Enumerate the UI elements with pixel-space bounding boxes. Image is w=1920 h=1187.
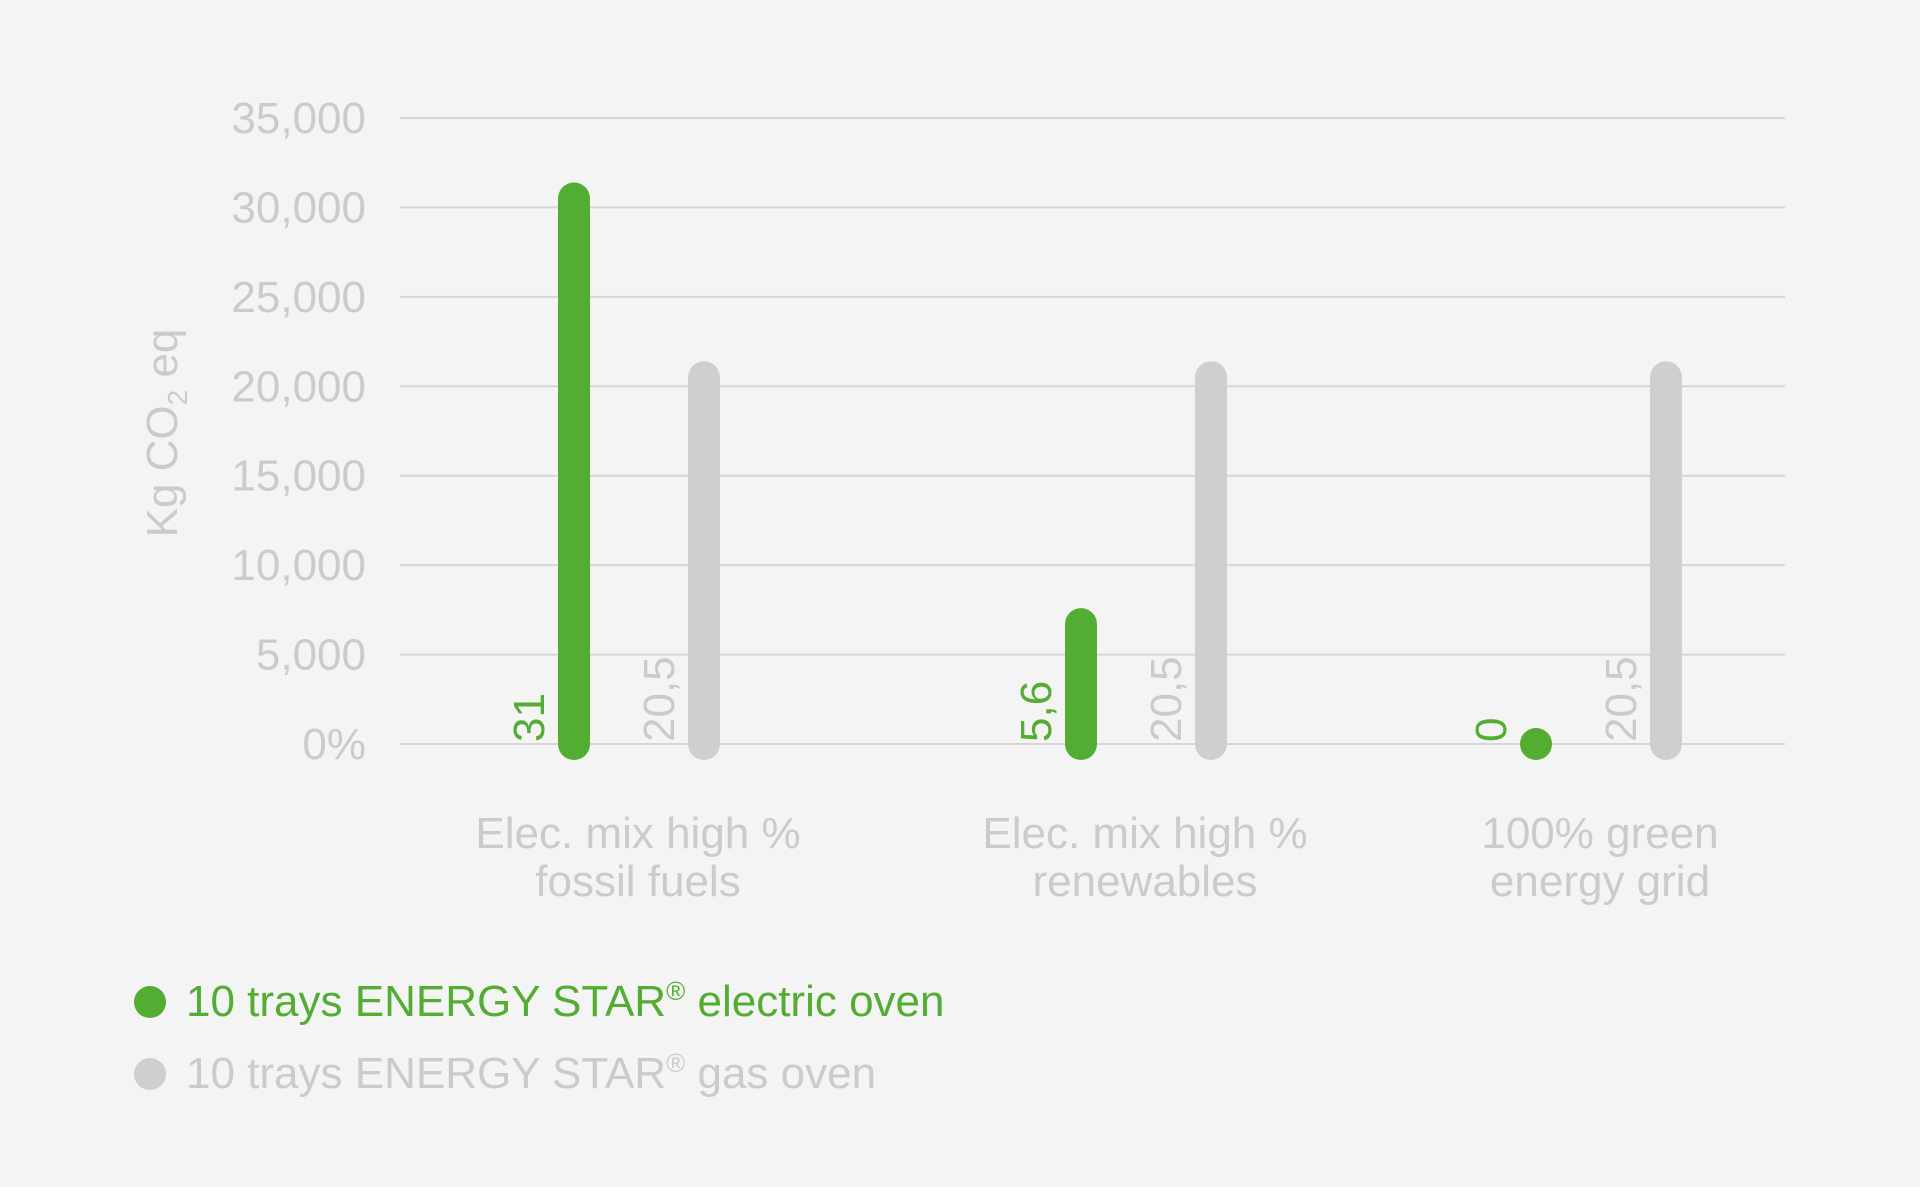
data-label-electric-2: 0 (1467, 718, 1516, 742)
data-label-gas-0: 20,5 (635, 656, 684, 742)
bar-electric-2 (1520, 728, 1552, 760)
legend-item-gas-oven: 10 trays ENERGY STAR® gas oven (134, 1048, 877, 1098)
x-category-label-2-line-1: energy grid (1490, 857, 1710, 906)
x-category-label-2-line-0: 100% green (1481, 809, 1718, 858)
y-tick-label-7: 35,000 (231, 94, 366, 143)
y-tick-label-5: 25,000 (231, 273, 366, 322)
legend-swatch-electric (134, 986, 166, 1018)
data-label-gas-2: 20,5 (1597, 656, 1646, 742)
y-axis-label: Kg CO2 eq (138, 329, 193, 538)
legend-swatch-gas (134, 1058, 166, 1090)
y-tick-label-0: 0% (302, 720, 366, 769)
data-label-electric-0: 31 (505, 693, 554, 742)
y-tick-label-3: 15,000 (231, 452, 366, 501)
y-tick-label-1: 5,000 (256, 631, 366, 680)
legend-label-gas: 10 trays ENERGY STAR® gas oven (186, 1048, 877, 1098)
x-category-label-1-line-1: renewables (1032, 857, 1257, 906)
data-label-gas-1: 20,5 (1142, 656, 1191, 742)
legend-label-electric: 10 trays ENERGY STAR® electric oven (186, 976, 945, 1026)
x-category-label-0-line-1: fossil fuels (535, 857, 740, 906)
legend-item-electric-oven: 10 trays ENERGY STAR® electric oven (134, 976, 945, 1026)
y-tick-label-6: 30,000 (231, 183, 366, 232)
y-tick-label-4: 20,000 (231, 362, 366, 411)
data-label-electric-1: 5,6 (1012, 681, 1061, 742)
y-tick-label-2: 10,000 (231, 541, 366, 590)
x-category-label-1-line-0: Elec. mix high % (982, 809, 1307, 858)
x-category-label-0-line-0: Elec. mix high % (475, 809, 800, 858)
